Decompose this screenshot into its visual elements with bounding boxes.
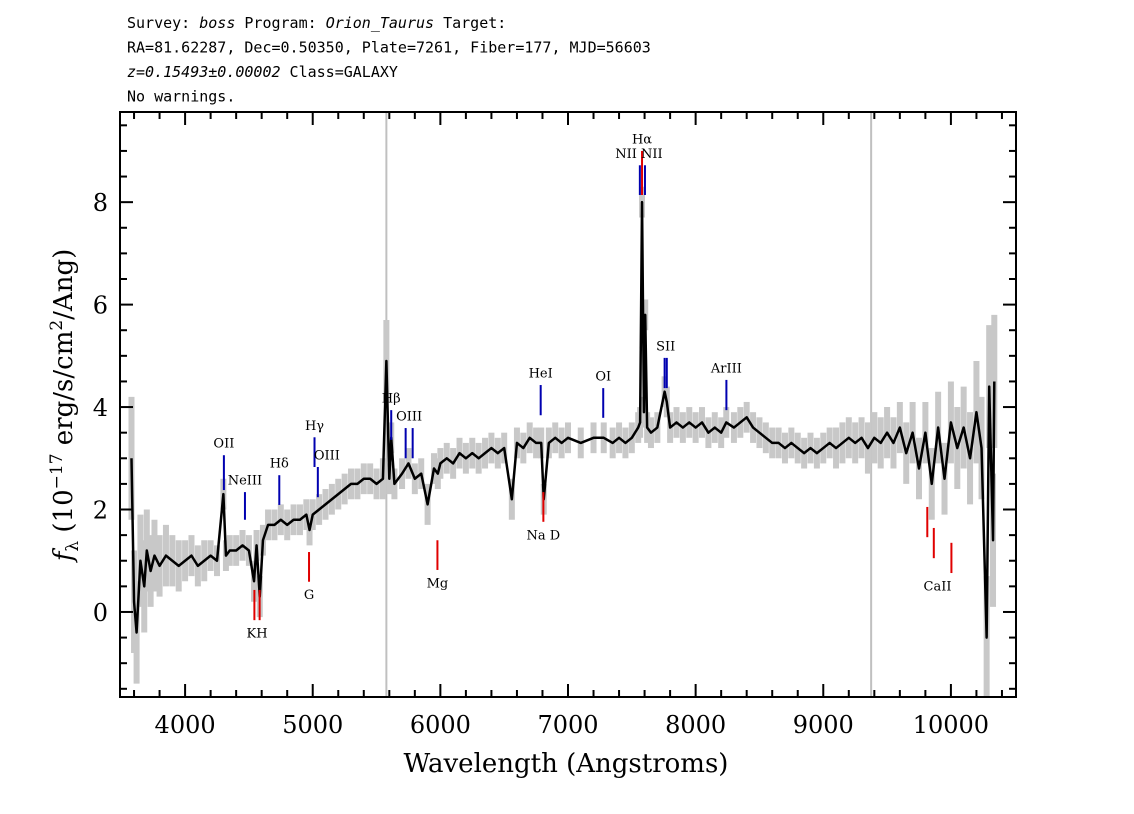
y-axis-label-part: λ <box>63 541 83 552</box>
x-tick-label: 4000 <box>155 711 216 739</box>
header-text: Program: <box>235 14 325 32</box>
header-line: z=0.15493±0.00002 Class=GALAXY <box>127 63 398 81</box>
line-label: Hβ <box>382 392 401 407</box>
header-text: boss <box>199 14 235 32</box>
x-tick-label: 9000 <box>793 711 854 739</box>
line-label: KH <box>246 627 267 642</box>
y-tick-label: 8 <box>93 189 108 217</box>
header-text: Orion_Taurus <box>326 14 434 32</box>
x-tick-label: 7000 <box>537 711 598 739</box>
header-text: No warnings. <box>127 88 235 106</box>
x-tick-label: 6000 <box>410 711 471 739</box>
line-label: HeI <box>529 367 553 382</box>
line-label: OII <box>213 437 234 452</box>
y-axis-label: fλ (10−17 erg/s/cm2/Ang) <box>47 249 83 564</box>
y-axis-label-part: −17 <box>47 453 67 489</box>
line-label: NII <box>641 147 663 162</box>
line-label: G <box>304 588 314 603</box>
y-tick-label: 6 <box>93 292 108 320</box>
line-label: NII <box>615 147 637 162</box>
header-text: Class=GALAXY <box>281 63 398 81</box>
line-label: Hγ <box>305 419 324 434</box>
line-label: OIII <box>396 410 422 425</box>
line-label: Hα <box>632 132 652 147</box>
y-tick-label: 4 <box>93 394 108 422</box>
y-tick-label: 0 <box>93 599 108 627</box>
header-text: RA=81.62287, Dec=0.50350, Plate=7261, Fi… <box>127 39 651 57</box>
line-label: OIII <box>314 448 340 463</box>
line-label: Hδ <box>270 457 289 472</box>
header-line: Survey: boss Program: Orion_Taurus Targe… <box>127 14 506 32</box>
header-line: RA=81.62287, Dec=0.50350, Plate=7261, Fi… <box>127 39 651 57</box>
line-label: Mg <box>427 576 449 591</box>
y-axis-label-part: erg/s/cm <box>49 331 79 454</box>
line-label: CaII <box>924 580 952 595</box>
x-tick-label: 5000 <box>282 711 343 739</box>
header-text: Survey: <box>127 14 199 32</box>
line-label: Na D <box>527 528 561 543</box>
y-tick-label: 2 <box>93 497 108 525</box>
header-line: No warnings. <box>127 88 235 106</box>
header-text: z=0.15493±0.00002 <box>127 63 281 81</box>
line-label: NeIII <box>228 474 262 489</box>
y-axis-label-part: 2 <box>47 320 67 331</box>
line-label: ArIII <box>710 361 742 376</box>
x-tick-label: 8000 <box>665 711 726 739</box>
x-tick-label: 10000 <box>913 711 989 739</box>
line-label: SII <box>656 339 675 354</box>
line-label: OI <box>595 370 611 385</box>
spectrum <box>128 186 998 697</box>
spectrum-line <box>130 200 996 639</box>
x-axis-label: Wavelength (Angstroms) <box>404 749 729 779</box>
y-axis-label-part: /Ang) <box>49 249 79 320</box>
header-text: Target: <box>434 14 506 32</box>
y-axis-label-part: (10 <box>49 489 79 541</box>
